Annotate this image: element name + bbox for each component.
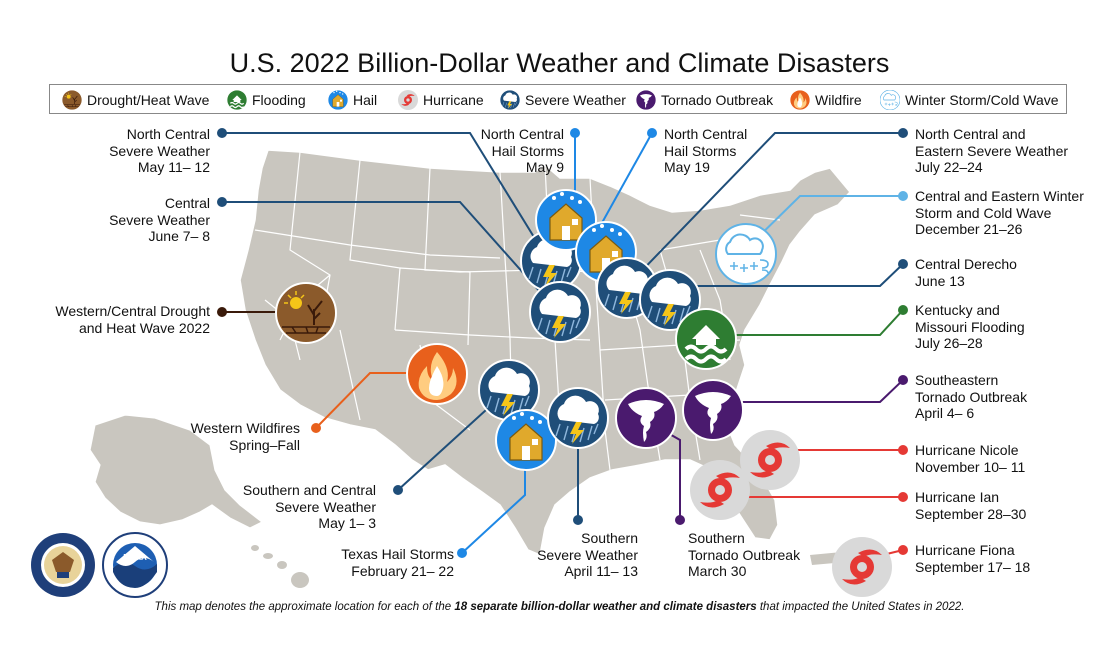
legend-label: Wildfire — [815, 92, 862, 108]
connector-nc-hail-may19 — [597, 132, 653, 231]
dot-ian — [898, 492, 908, 502]
legend-item-drought: Drought/Heat Wave — [62, 89, 209, 111]
map-title: U.S. 2022 Billion-Dollar Weather and Cli… — [229, 48, 890, 78]
label-wildfires: Western Wildfires Spring–Fall — [190, 420, 300, 453]
dot-north-central-severe — [217, 128, 227, 138]
legend-item-severe-weather: Severe Weather — [500, 89, 626, 111]
winter-storm-icon — [880, 90, 900, 110]
label-derecho: Central Derecho June 13 — [915, 256, 1017, 289]
commerce-seal — [30, 532, 96, 598]
dot-southern-severe — [573, 515, 583, 525]
legend-item-wildfire: Wildfire — [790, 89, 862, 111]
label-southern-tornado: Southern Tornado Outbreak March 30 — [688, 530, 801, 579]
connector-dots — [217, 128, 908, 558]
dot-fiona — [898, 545, 908, 555]
contiguous-us-shape — [239, 149, 851, 557]
dot-nc-hail-may19 — [647, 128, 657, 138]
wildfire-icon — [790, 90, 810, 110]
noaa-logo: NOAA — [102, 532, 168, 598]
connector-north-central-severe — [222, 132, 546, 256]
legend-label: Tornado Outbreak — [661, 92, 774, 108]
dot-se-tornado — [898, 375, 908, 385]
symbol-tornado-southern — [615, 387, 677, 449]
label-southern-central: Southern and Central Severe Weather May 1–… — [242, 482, 376, 531]
label-texas-hail: Texas Hail Storms February 21– 22 — [341, 546, 454, 579]
connector-se-tornado — [712, 379, 904, 403]
connector-derecho — [675, 263, 904, 287]
legend-label: Winter Storm/Cold Wave — [905, 92, 1059, 108]
legend-item-tornado: Tornado Outbreak — [636, 89, 773, 111]
label-winter: Central and Eastern Winter Storm and Cold… — [915, 188, 1084, 237]
footnote: This map denotes the approximate locatio… — [0, 601, 1119, 613]
label-se-tornado: Southeastern Tornado Outbreak April 4– 6 — [915, 372, 1028, 421]
symbol-drought — [275, 282, 337, 344]
symbol-tornado-southeastern — [682, 379, 744, 441]
symbol-hail-texas — [495, 409, 557, 471]
dot-southern-central — [393, 485, 403, 495]
legend-item-winter: Winter Storm/Cold Wave — [880, 89, 1059, 111]
tornado-icon — [636, 90, 656, 110]
symbol-flooding — [674, 307, 738, 371]
label-north-central-severe: North Central Severe Weather May 11– 12 — [109, 126, 210, 175]
legend-item-flooding: Flooding — [227, 89, 306, 111]
symbol-winter — [715, 223, 777, 285]
label-nc-hail-may19: North Central Hail Storms May 19 — [664, 126, 748, 175]
connector-flooding — [705, 309, 904, 336]
dot-southern-tornado — [675, 515, 685, 525]
connector-ne-severe — [627, 132, 903, 286]
flooding-icon — [227, 90, 247, 110]
label-drought: Western/Central Drought and Heat Wave 202… — [55, 303, 210, 336]
legend-label: Severe Weather — [525, 92, 626, 108]
label-flooding: Kentucky and Missouri Flooding July 26–28 — [915, 302, 1025, 351]
hawaii-islands — [251, 545, 309, 588]
drought-icon — [62, 90, 82, 110]
footnote-text: This map denotes the approximate locatio… — [154, 601, 455, 613]
dot-nicole — [898, 445, 908, 455]
symbol-severe-southern — [547, 387, 609, 449]
label-ne-severe: North Central and Eastern Severe Weather J… — [915, 126, 1069, 175]
symbol-hurricane-ian — [690, 460, 750, 520]
severe-weather-icon — [500, 90, 520, 110]
symbol-wildfire — [406, 343, 468, 405]
legend-item-hail: Hail — [328, 89, 377, 111]
symbol-severe-central — [529, 281, 591, 343]
label-southern-severe: Southern Severe Weather April 11– 13 — [537, 530, 638, 579]
alaska-shape — [89, 414, 264, 529]
symbol-hurricane-fiona — [832, 537, 892, 597]
dot-texas-hail — [457, 548, 467, 558]
dot-wildfires — [311, 423, 321, 433]
legend-label: Drought/Heat Wave — [87, 92, 210, 108]
label-fiona: Hurricane Fiona September 17– 18 — [915, 542, 1031, 575]
legend-label: Hurricane — [423, 92, 484, 108]
label-ian: Hurricane Ian September 28–30 — [915, 489, 1027, 522]
dot-drought — [217, 307, 227, 317]
dot-ne-severe — [898, 128, 908, 138]
legend-label: Flooding — [252, 92, 306, 108]
dot-central-severe — [217, 197, 227, 207]
dot-flooding — [898, 305, 908, 315]
label-nc-hail-may9: North Central Hail Storms May 9 — [480, 126, 564, 175]
legend-item-hurricane: Hurricane — [398, 89, 484, 111]
dot-winter — [898, 191, 908, 201]
hurricane-icon — [398, 90, 418, 110]
dot-derecho — [898, 259, 908, 269]
label-nicole: Hurricane Nicole November 10– 11 — [915, 442, 1026, 475]
symbol-hurricane-nicole — [740, 430, 800, 490]
legend-label: Hail — [353, 92, 378, 108]
label-central-severe: Central Severe Weather June 7– 8 — [109, 195, 210, 244]
footnote-text-end: that impacted the United States in 2022. — [756, 601, 965, 613]
legend: Drought/Heat Wave Flooding Hail Hurrican… — [49, 84, 1067, 114]
footnote-bold: 18 separate billion-dollar weather and c… — [454, 601, 757, 613]
hail-icon — [328, 90, 348, 110]
dot-nc-hail-may9 — [570, 128, 580, 138]
noaa-logo-text: NOAA — [123, 553, 147, 562]
